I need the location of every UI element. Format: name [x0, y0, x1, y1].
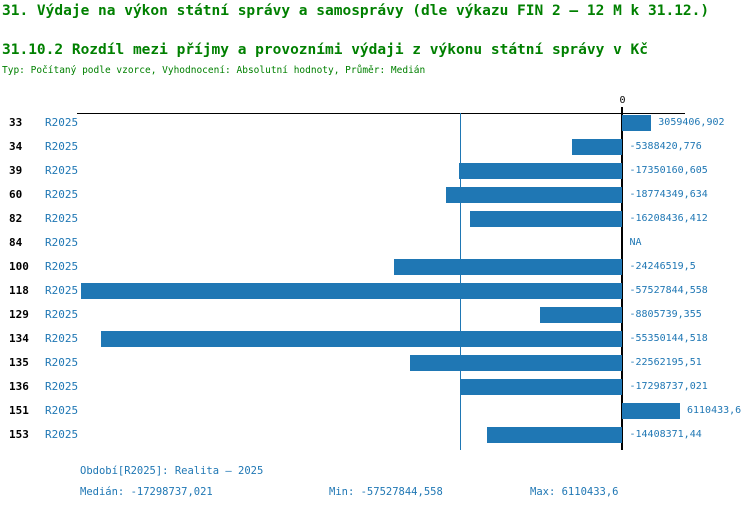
value-bar: [571, 139, 623, 155]
row-id-label: 129: [9, 308, 29, 321]
value-bar: [101, 331, 623, 347]
row-period-label: R2025: [45, 236, 79, 249]
row-period-label: R2025: [45, 140, 79, 153]
row-period-label: R2025: [45, 116, 79, 129]
chart-subtitle: 31.10.2 Rozdíl mezi příjmy a provozními …: [2, 42, 649, 58]
value-bar: [486, 427, 623, 443]
table-row: 118 R2025 -57527844,558: [0, 279, 750, 303]
value-bar: [80, 283, 623, 299]
row-id-label: 136: [9, 380, 29, 393]
bar-value-label: -18774349,634: [629, 189, 708, 200]
table-row: 151 R2025 6110433,6: [0, 399, 750, 423]
bar-value-label: 6110433,6: [687, 405, 742, 416]
row-id-label: 153: [9, 428, 29, 441]
table-row: 84 R2025 NA: [0, 231, 750, 255]
value-bar: [394, 259, 623, 275]
bar-value-label: -8805739,355: [629, 309, 702, 320]
footer-median-stat: Medián: -17298737,021: [80, 486, 213, 498]
row-period-label: R2025: [45, 428, 79, 441]
zero-axis-line: [621, 107, 624, 450]
row-id-label: 134: [9, 332, 29, 345]
row-id-label: 118: [9, 284, 29, 297]
bar-value-label: -55350144,518: [629, 333, 708, 344]
table-row: 153 R2025 -14408371,44: [0, 423, 750, 447]
bar-value-label: -22562195,51: [629, 357, 702, 368]
table-row: 82 R2025 -16208436,412: [0, 207, 750, 231]
chart-meta-info: Typ: Počítaný podle vzorce, Vyhodnocení:…: [2, 65, 426, 76]
page-title: 31. Výdaje na výkon státní správy a samo…: [2, 3, 710, 19]
value-bar: [469, 211, 623, 227]
value-bar: [539, 307, 623, 323]
footer-min-stat: Min: -57527844,558: [329, 486, 443, 498]
chart-top-axis-line: [77, 113, 685, 114]
row-period-label: R2025: [45, 188, 79, 201]
row-period-label: R2025: [45, 380, 79, 393]
bar-value-label: -16208436,412: [629, 213, 708, 224]
table-row: 34 R2025 -5388420,776: [0, 135, 750, 159]
row-id-label: 39: [9, 164, 23, 177]
row-id-label: 135: [9, 356, 29, 369]
value-bar: [622, 403, 680, 419]
value-bar: [459, 163, 623, 179]
value-bar: [459, 379, 623, 395]
row-id-label: 33: [9, 116, 23, 129]
table-row: 129 R2025 -8805739,355: [0, 303, 750, 327]
table-row: 33 R2025 3059406,902: [0, 111, 750, 135]
row-id-label: 82: [9, 212, 23, 225]
table-row: 39 R2025 -17350160,605: [0, 159, 750, 183]
bar-value-label: -14408371,44: [629, 429, 702, 440]
row-period-label: R2025: [45, 164, 79, 177]
table-row: 135 R2025 -22562195,51: [0, 351, 750, 375]
row-id-label: 100: [9, 260, 29, 273]
median-reference-line: [459, 113, 461, 450]
row-period-label: R2025: [45, 308, 79, 321]
bar-value-label: -5388420,776: [629, 141, 702, 152]
axis-zero-tick-label: 0: [619, 95, 626, 106]
table-row: 136 R2025 -17298737,021: [0, 375, 750, 399]
table-row: 100 R2025 -24246519,5: [0, 255, 750, 279]
table-row: 134 R2025 -55350144,518: [0, 327, 750, 351]
bar-chart: 33 R2025 3059406,902 34 R2025 -5388420,776 39 R…: [0, 107, 750, 450]
row-id-label: 84: [9, 236, 23, 249]
bar-value-label: -17298737,021: [629, 381, 708, 392]
row-period-label: R2025: [45, 212, 79, 225]
footer-max-stat: Max: 6110433,6: [530, 486, 619, 498]
row-period-label: R2025: [45, 356, 79, 369]
bar-value-label: -17350160,605: [629, 165, 708, 176]
row-id-label: 60: [9, 188, 23, 201]
row-period-label: R2025: [45, 284, 79, 297]
bar-value-label: NA: [629, 237, 642, 248]
row-id-label: 151: [9, 404, 29, 417]
table-row: 60 R2025 -18774349,634: [0, 183, 750, 207]
row-id-label: 34: [9, 140, 23, 153]
value-bar: [410, 355, 623, 371]
bar-value-label: -57527844,558: [629, 285, 708, 296]
bar-value-label: 3059406,902: [658, 117, 725, 128]
value-bar: [622, 115, 652, 131]
row-period-label: R2025: [45, 332, 79, 345]
row-period-label: R2025: [45, 260, 79, 273]
row-period-label: R2025: [45, 404, 79, 417]
footer-period-legend: Období[R2025]: Realita – 2025: [80, 465, 264, 477]
value-bar: [445, 187, 623, 203]
bar-value-label: -24246519,5: [629, 261, 696, 272]
